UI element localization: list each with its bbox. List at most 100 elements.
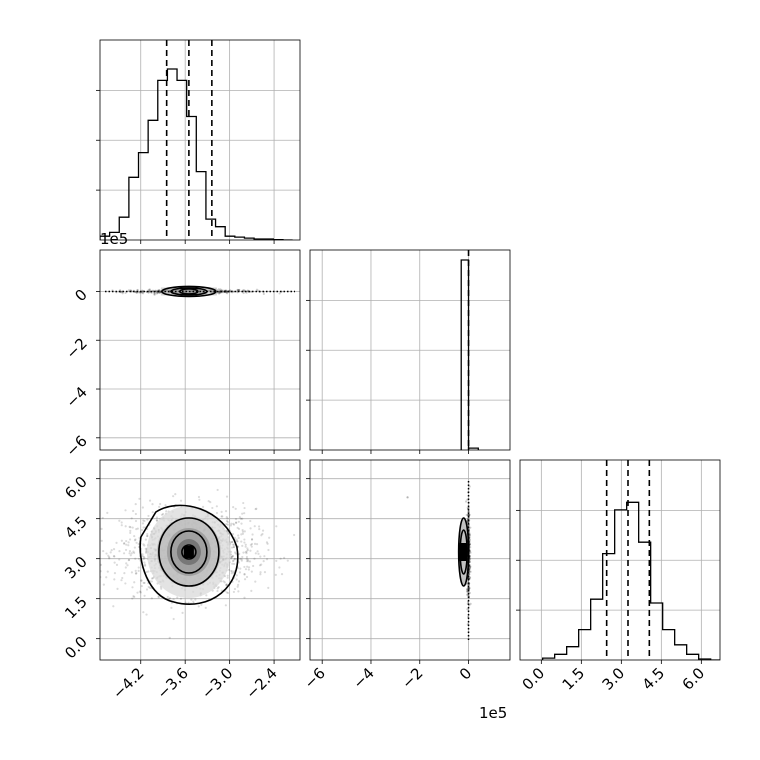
p2hist-histogram — [542, 501, 720, 660]
p2p0-peak — [183, 546, 194, 558]
p2p0-sample-point — [135, 528, 138, 531]
p2p0-sample-point — [237, 580, 241, 583]
p2p0-sample-point — [112, 548, 116, 551]
p2p0-sample-point — [172, 598, 175, 601]
p2p0-sample-point — [249, 549, 252, 552]
p2p0-sample-point — [225, 583, 228, 586]
p2p0-sample-point — [245, 550, 248, 553]
p2p0-sample-point — [159, 502, 162, 506]
p2p0-sample-point — [255, 543, 259, 546]
p2p0-sample-point — [133, 534, 136, 538]
p1p0-sample-point — [246, 290, 249, 293]
p1p0-sample-point — [130, 290, 133, 293]
p2p0-sample-point — [124, 509, 127, 512]
p2p0-sample-point — [231, 533, 235, 536]
p2p1-sample-point — [466, 608, 469, 611]
p2p0-sample-point — [238, 571, 242, 574]
p2p0-sample-point — [235, 578, 238, 581]
p2p0-ytick-label-2: 3.0 — [61, 553, 91, 583]
p2p0-sample-point — [233, 562, 236, 566]
p2p0-sample-point — [232, 590, 236, 594]
p2p1-sample-point — [466, 594, 469, 597]
p2p0-sample-point — [232, 522, 235, 525]
p2p0-sample-point — [293, 533, 296, 537]
p2p0-sample-point — [128, 525, 131, 528]
p2p0-sample-point — [155, 519, 158, 522]
p1p0-sample-point — [225, 290, 228, 294]
p2p0-sample-point — [283, 556, 286, 559]
p2p0-sample-point — [170, 606, 173, 609]
p2p1-sample-point — [468, 576, 472, 580]
p2p0-sample-point — [142, 519, 145, 522]
p2p1-sample-point — [468, 550, 472, 553]
p2p0-sample-point — [106, 570, 109, 573]
p2p0-sample-point — [225, 522, 228, 526]
p2p0-sample-point — [138, 497, 141, 500]
p2p0-sample-point — [140, 528, 144, 532]
y-offset-label-row1: 1e5 — [100, 230, 128, 248]
p2p0-sample-point — [151, 577, 155, 580]
p2p0-sample-point — [244, 568, 248, 571]
p2p0-sample-point — [250, 542, 254, 546]
p2p0-sample-point — [245, 575, 249, 579]
p2p1-sample-point — [468, 513, 471, 516]
p2p0-sample-point — [243, 578, 247, 581]
p2p0-sample-point — [126, 564, 129, 567]
p2p0-sample-point — [232, 559, 235, 562]
p2p0-sample-point — [136, 527, 139, 530]
x-offset-label-col1: 1e5 — [479, 704, 507, 722]
p2p0-sample-point — [225, 495, 229, 498]
p2p0-sample-point — [265, 558, 269, 561]
p2p0-sample-point — [229, 524, 232, 527]
p2p0-sample-point — [235, 540, 239, 543]
panel-p2-vs-p1: −6 −4 −2 0 — [301, 459, 511, 692]
p2p0-sample-point — [232, 543, 235, 546]
p2p0-sample-point — [143, 594, 146, 597]
p2p0-ytick-label-4: 6.0 — [61, 473, 91, 503]
p2p0-sample-point — [141, 506, 144, 509]
p2p1-sample-point — [467, 587, 470, 590]
p2p0-sample-point — [234, 552, 238, 555]
p2p0-sample-point — [158, 505, 161, 508]
p2p0-sample-point — [100, 563, 103, 566]
p2p1-sample-point — [468, 513, 471, 516]
p2p0-sample-point — [237, 536, 240, 540]
p2p0-sample-point — [235, 574, 238, 577]
p1p0-ytick-label-2: −2 — [62, 334, 90, 362]
p2p0-sample-point — [245, 560, 249, 563]
p2p0-sample-point — [100, 527, 103, 530]
p2p1-sample-point — [468, 566, 472, 569]
p2p0-sample-point — [128, 552, 131, 555]
p2p0-sample-point — [258, 528, 261, 531]
p2p0-ytick-label-3: 4.5 — [61, 513, 91, 543]
p2p0-sample-point — [267, 548, 270, 552]
p2p0-sample-point — [225, 515, 228, 519]
p2p1-sample-point — [467, 583, 470, 587]
p1p0-sample-point — [141, 292, 145, 295]
p2p0-sample-point — [200, 603, 203, 606]
p1p0-ytick-label-0: −6 — [62, 432, 90, 460]
p2p0-sample-point — [139, 591, 142, 594]
p1p0-sample-point — [121, 292, 124, 295]
p2p0-sample-point — [236, 540, 239, 543]
p2p0-sample-point — [231, 570, 234, 573]
p2p0-sample-point — [130, 571, 133, 574]
p2p0-sample-point — [233, 551, 237, 554]
p2p0-sample-point — [234, 507, 237, 510]
p2p0-sample-point — [238, 516, 241, 519]
p1p0-sample-point — [219, 288, 222, 291]
p2p0-sample-point — [138, 590, 142, 593]
p2p0-sample-point — [134, 569, 137, 572]
p2p0-sample-point — [140, 584, 143, 588]
p2p0-sample-point — [241, 544, 244, 547]
p2p1-sample-point — [465, 590, 469, 593]
p2p0-sample-point — [145, 613, 148, 616]
p2p0-sample-point — [239, 517, 243, 520]
p2p0-sample-point — [181, 611, 184, 614]
p2hist-xtick-label-3: 4.5 — [639, 664, 669, 694]
p2p0-sample-point — [257, 525, 261, 528]
p2p0-sample-point — [237, 527, 241, 530]
p2p0-sample-point — [215, 505, 218, 508]
p2p1-sample-point — [469, 526, 472, 529]
p2p0-sample-point — [108, 556, 111, 559]
